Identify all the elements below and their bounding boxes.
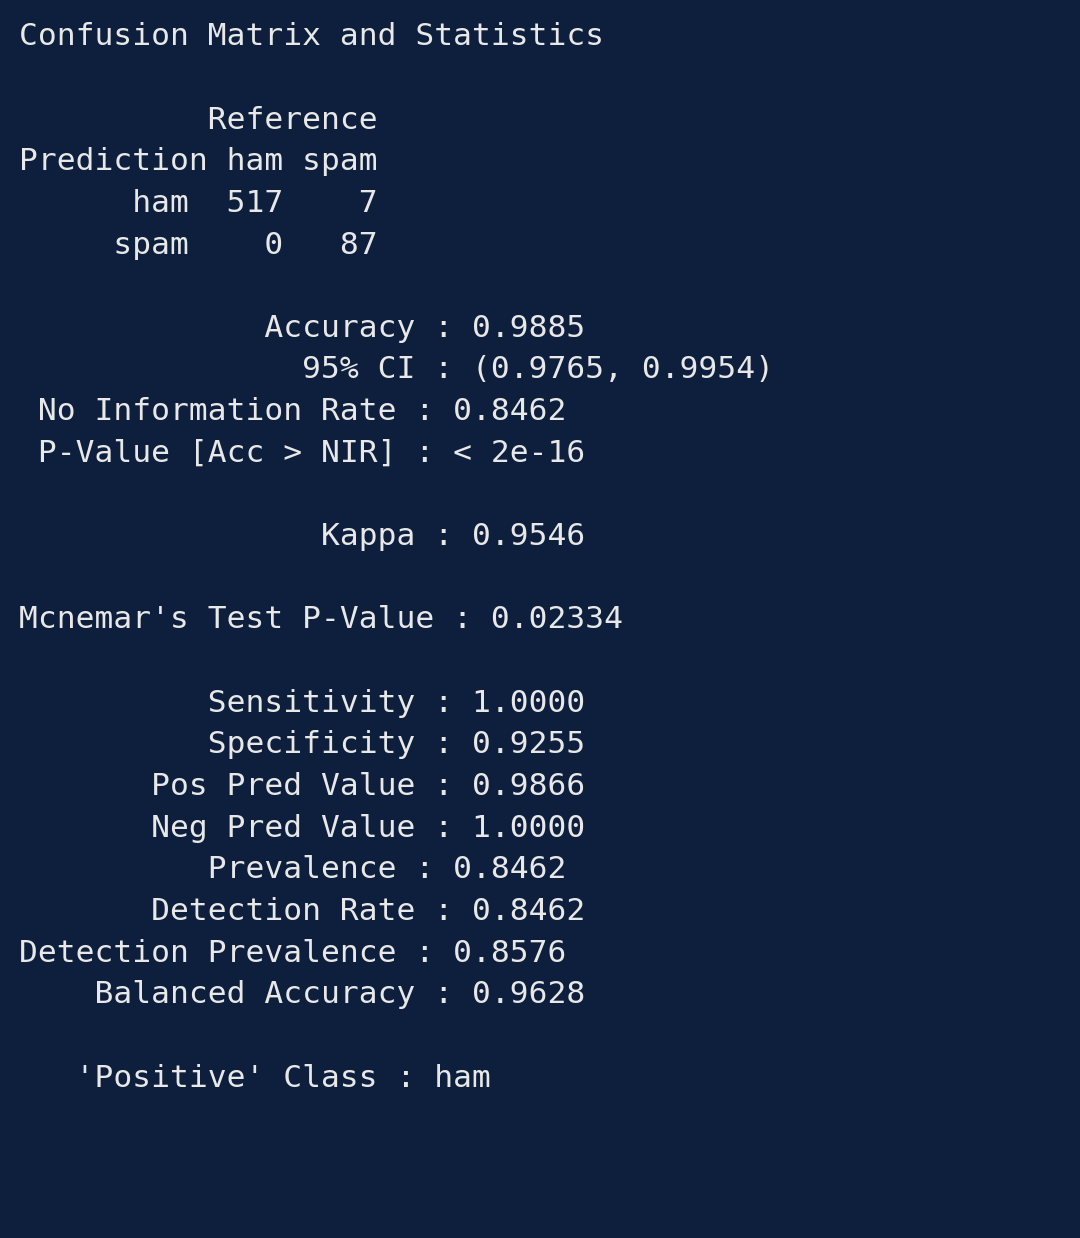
Text: Confusion Matrix and Statistics

          Reference
Prediction ham spam
      h: Confusion Matrix and Statistics Referenc… [19,22,774,1092]
